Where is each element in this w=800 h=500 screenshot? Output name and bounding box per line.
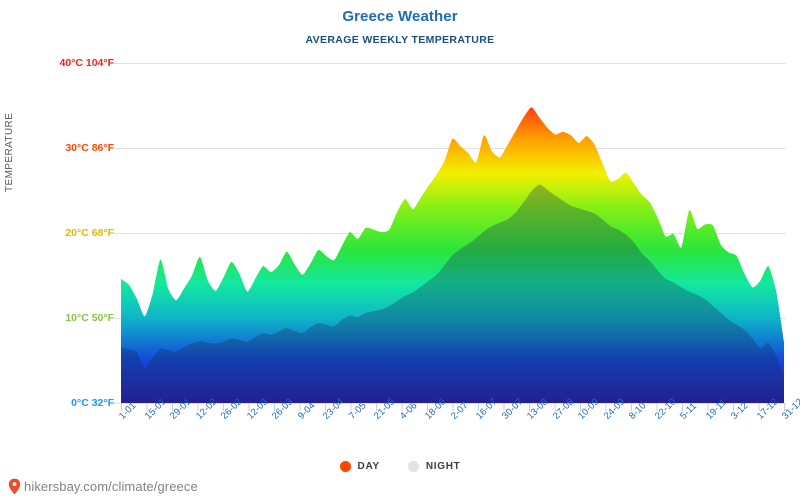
legend-item-night[interactable]: NIGHT <box>407 461 461 472</box>
legend-item-day[interactable]: DAY <box>339 461 380 472</box>
source-attribution[interactable]: hikersbay.com/climate/greece <box>8 478 198 495</box>
chart-legend: DAY NIGHT <box>0 461 800 472</box>
source-url[interactable]: hikersbay.com/climate/greece <box>24 479 198 494</box>
night-shade-overlay <box>121 184 784 403</box>
y-tick-label: 20°C 68°F <box>65 227 114 239</box>
y-tick-label: 0°C 32°F <box>71 397 114 409</box>
y-axis-tick-labels: 0°C 32°F 10°C 50°F 20°C 68°F 30°C 86°F 40°C … <box>26 0 114 500</box>
page-title: Greece Weather <box>342 8 458 25</box>
y-tick-label: 30°C 86°F <box>65 142 114 154</box>
map-pin-icon <box>8 478 21 495</box>
y-tick-label: 40°C 104°F <box>59 57 114 69</box>
night-temperature-area <box>121 184 784 403</box>
x-axis-ticks <box>121 403 785 411</box>
y-tick-label: 10°C 50°F <box>65 312 114 324</box>
legend-swatch-day-icon <box>339 461 351 472</box>
legend-swatch-night-icon <box>407 461 419 472</box>
legend-label: NIGHT <box>425 461 461 472</box>
legend-label: DAY <box>357 461 380 472</box>
chart-subtitle: AVERAGE WEEKLY TEMPERATURE <box>305 34 495 46</box>
